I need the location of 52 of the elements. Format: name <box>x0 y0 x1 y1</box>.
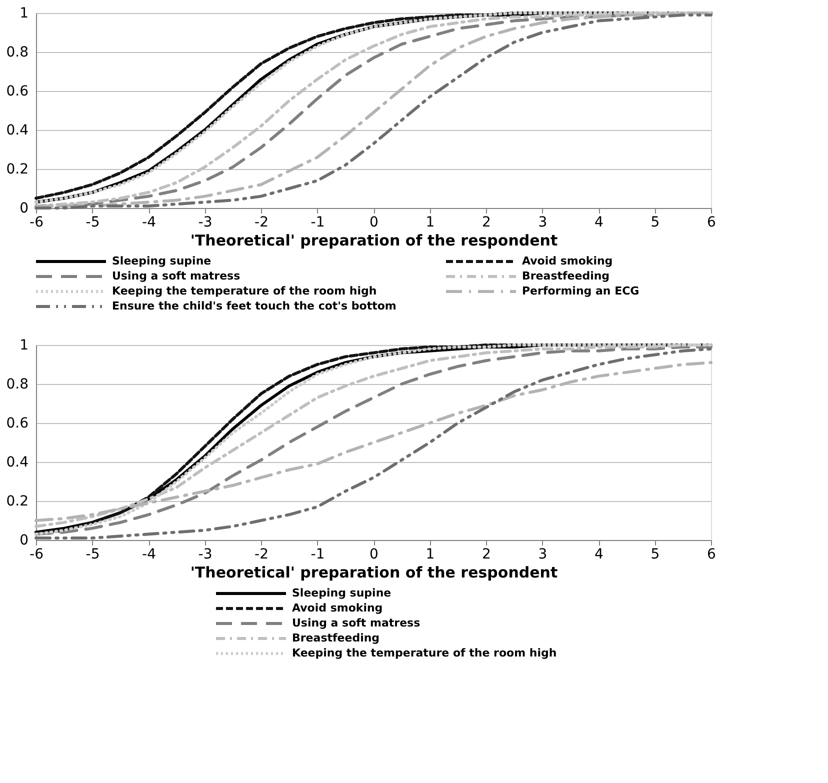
x-tick-label: -2 <box>254 214 268 230</box>
x-tick-label: 1 <box>426 214 435 230</box>
legend-label: Using a soft matress <box>112 270 241 282</box>
x-tick-label: 6 <box>707 214 716 230</box>
x-tick-label: -2 <box>254 546 268 562</box>
x-tick-label: -3 <box>198 214 212 230</box>
y-tick-label: 0.2 <box>6 494 28 510</box>
legend-label: Using a soft matress <box>292 616 421 630</box>
legend-label: Ensure the child's feet touch the cot's bottom <box>112 300 396 312</box>
legend-label: Performing an ECG <box>522 284 640 298</box>
y-tick-label: 0.4 <box>6 122 29 138</box>
x-tick-label: -6 <box>30 214 44 230</box>
x-tick-label: 1 <box>426 546 435 562</box>
x-tick-label: -4 <box>142 546 156 562</box>
x-tick-label: -5 <box>86 214 100 230</box>
y-tick-label: 0.4 <box>6 454 29 470</box>
y-tick-label: 0 <box>20 532 28 548</box>
x-tick-label: -1 <box>310 214 325 230</box>
legend-label: Sleeping supine <box>112 254 212 268</box>
legend-label: Avoid smoking <box>522 254 613 268</box>
y-tick-label: 1 <box>20 6 28 22</box>
x-tick-label: 6 <box>707 546 716 562</box>
x-tick-label: 0 <box>370 214 378 230</box>
y-tick-label: 1 <box>20 338 28 354</box>
x-tick-label: 5 <box>650 214 660 230</box>
x-tick-label: 2 <box>482 214 491 230</box>
legend-label: Breastfeeding <box>292 632 380 644</box>
legend-label: Sleeping supine <box>292 586 392 600</box>
x-tick-label: 4 <box>594 546 604 562</box>
x-tick-label: 0 <box>370 546 378 562</box>
legend-label: Keeping the temperature of the room high <box>292 646 557 660</box>
y-tick-label: 0.8 <box>6 376 28 392</box>
x-axis-title: 'Theoretical' preparation of the respondent <box>190 564 558 582</box>
x-tick-label: -3 <box>198 546 212 562</box>
y-tick-label: 0.2 <box>6 162 28 178</box>
x-tick-label: 5 <box>650 546 660 562</box>
legend-label: Avoid smoking <box>292 602 383 614</box>
x-tick-label: 4 <box>594 214 604 230</box>
x-tick-label: -5 <box>86 546 100 562</box>
legend-label: Keeping the temperature of the room high <box>112 284 377 298</box>
y-tick-label: 0.6 <box>6 416 29 432</box>
x-tick-label: -6 <box>30 546 44 562</box>
y-tick-label: 0.8 <box>6 44 28 60</box>
y-tick-label: 0.6 <box>6 84 29 100</box>
x-axis-title: 'Theoretical' preparation of the respondent <box>190 232 558 250</box>
y-tick-label: 0 <box>20 200 28 216</box>
x-tick-label: 3 <box>538 546 548 562</box>
x-tick-label: -1 <box>310 546 325 562</box>
legend-label: Breastfeeding <box>522 270 610 282</box>
x-tick-label: 3 <box>538 214 548 230</box>
x-tick-label: -4 <box>142 214 156 230</box>
x-tick-label: 2 <box>482 546 491 562</box>
